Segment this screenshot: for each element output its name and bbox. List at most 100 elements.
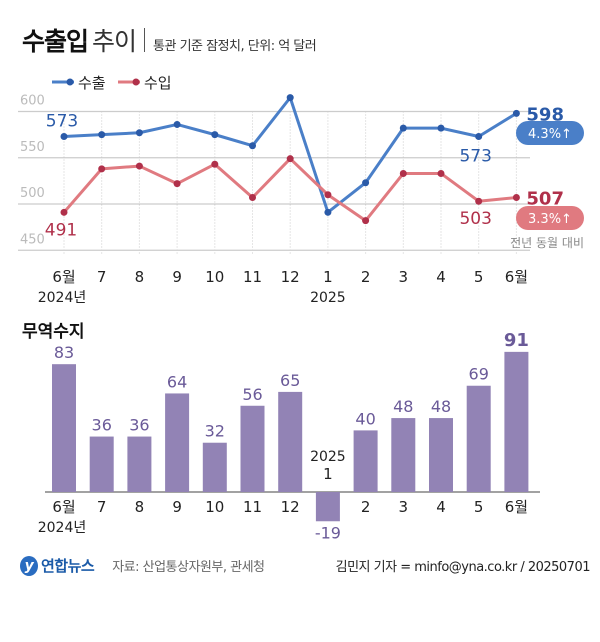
y-tick-label: 500 [20, 186, 45, 201]
x-tick-label: 4 [436, 268, 446, 286]
bar [429, 418, 453, 492]
bar-x-label: 6월 [505, 498, 528, 516]
bar [165, 393, 190, 492]
x-tick-label: 3 [399, 268, 409, 286]
bar-chart-title: 무역수지 [22, 322, 85, 342]
data-point [437, 124, 445, 132]
bar [504, 351, 529, 492]
bar-x-label: 5 [474, 498, 484, 516]
y-tick-label: 600 [20, 94, 45, 109]
title-bold: 수출입 [22, 27, 89, 56]
bar-year-label: 2024년 [38, 520, 87, 536]
data-point [362, 217, 370, 225]
data-point [135, 162, 143, 170]
data-point [211, 131, 219, 139]
legend-label-0: 수출 [78, 74, 106, 92]
data-point [399, 169, 407, 177]
data-point [211, 160, 219, 168]
export-last-label: 598 [526, 104, 564, 125]
export-change-badge [516, 121, 584, 145]
data-point [286, 94, 294, 102]
data-point [135, 129, 143, 137]
divider [144, 28, 146, 52]
bar [315, 492, 340, 522]
year-label: 2025 [310, 290, 346, 306]
footer: y 연합뉴스 자료: 산업통상자원부, 관세청 김민지 기자 = minfo@yn… [20, 555, 591, 576]
data-point [286, 155, 294, 163]
data-point [173, 120, 181, 128]
data-point [475, 132, 483, 140]
x-tick-label: 5 [474, 268, 484, 286]
bar [127, 436, 152, 492]
bar [278, 391, 303, 492]
data-point [362, 179, 370, 187]
x-tick-label: 10 [205, 268, 224, 286]
data-point [60, 132, 68, 140]
bar-value-label: 56 [242, 385, 262, 404]
bar-value-label: 83 [54, 343, 74, 362]
header: 수출입 추이 통관 기준 잠정치, 단위: 억 달러 [22, 22, 317, 58]
data-point [475, 197, 483, 205]
bar-x-label: 10 [205, 498, 224, 516]
data-point [173, 180, 181, 188]
import-change-text: 3.3%↑ [528, 212, 572, 227]
data-point [98, 131, 106, 139]
bar-year-label: 2025 [310, 449, 346, 465]
logo-icon: y [20, 555, 38, 576]
change-note: 전년 동월 대비 [510, 236, 584, 250]
y-tick-label: 550 [20, 140, 45, 155]
bar-value-label: 48 [393, 397, 413, 416]
data-point [98, 165, 106, 173]
import-last-label: 507 [526, 189, 564, 210]
bar [202, 442, 227, 492]
year-label: 2024년 [38, 290, 87, 306]
bar-value-label: 64 [167, 372, 187, 391]
data-point [512, 194, 520, 202]
bar-x-label: 3 [399, 498, 409, 516]
bar-x-label: 7 [97, 498, 107, 516]
bar [89, 436, 114, 492]
x-tick-label: 6월 [505, 268, 528, 286]
bar-value-label: 40 [355, 409, 375, 428]
y-tick-label: 450 [20, 232, 45, 247]
title-light: 추이 [92, 27, 137, 56]
export-first-label: 573 [46, 111, 78, 131]
export-prev-label: 573 [459, 146, 491, 166]
logo: y 연합뉴스 [20, 555, 95, 576]
bar-value-label: 91 [504, 330, 529, 351]
bar [391, 418, 416, 492]
bar [240, 405, 265, 492]
import-first-label: 491 [45, 220, 77, 240]
data-point [437, 169, 445, 177]
x-tick-label: 11 [243, 268, 262, 286]
bar [466, 385, 491, 492]
x-tick-label: 2 [361, 268, 371, 286]
bar-x-label: 11 [243, 498, 262, 516]
import-prev-label: 503 [459, 209, 491, 229]
export-change-text: 4.3%↑ [528, 127, 572, 142]
bar-value-label: 69 [469, 365, 489, 384]
bar-value-label: 36 [92, 416, 112, 435]
x-tick-label: 6월 [52, 268, 75, 286]
data-point [249, 194, 256, 202]
source: 자료: 산업통상자원부, 관세청 [112, 560, 265, 575]
bar-value-label: 48 [431, 397, 451, 416]
data-point [249, 142, 256, 150]
bar-x-label: 2 [361, 498, 371, 516]
bar-x-label: 9 [172, 498, 182, 516]
bar [52, 364, 76, 492]
legend-marker [132, 78, 140, 86]
data-point [60, 208, 68, 216]
logo-text: 연합뉴스 [41, 557, 95, 575]
bar-value-label: 32 [205, 422, 225, 441]
data-point [324, 208, 332, 216]
credit: 김민지 기자 = minfo@yna.co.kr / 20250701 [335, 560, 591, 575]
x-tick-label: 1 [323, 268, 333, 286]
bar-value-label: 36 [129, 416, 149, 435]
legend-label-1: 수입 [144, 74, 172, 92]
x-tick-label: 12 [281, 268, 300, 286]
bar-x-label: 4 [436, 498, 446, 516]
subtitle: 통관 기준 잠정치, 단위: 억 달러 [153, 39, 317, 54]
